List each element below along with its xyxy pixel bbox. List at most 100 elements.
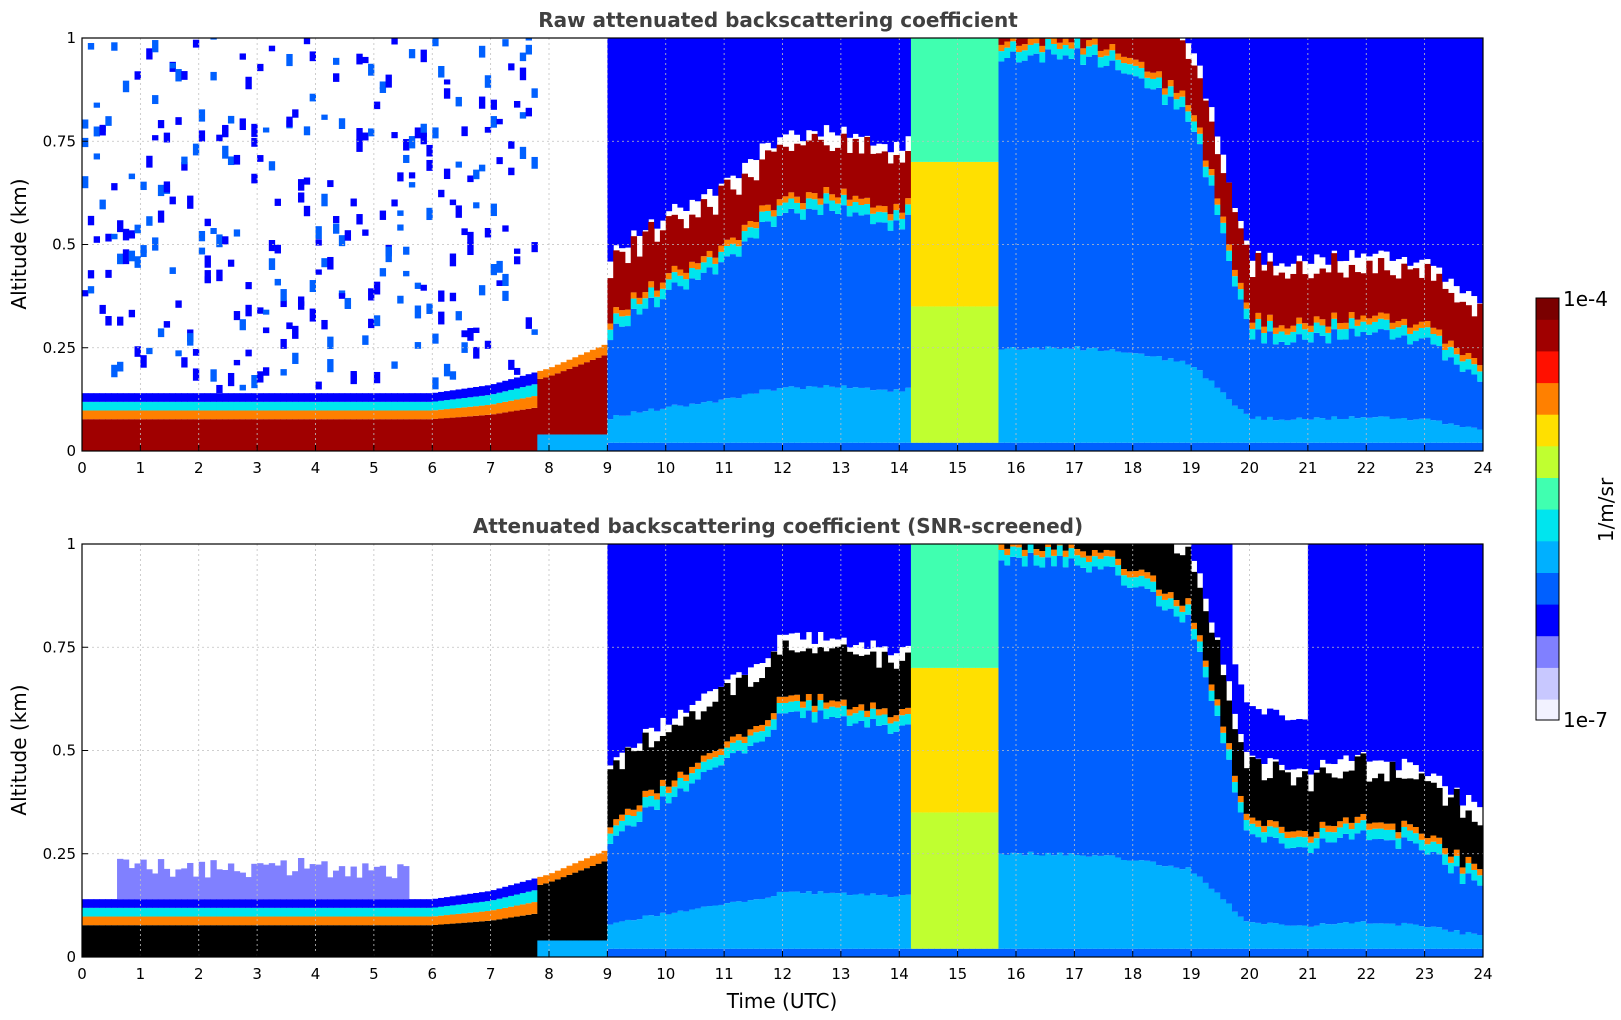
heatmap-cell — [764, 897, 772, 949]
heatmap-cell — [122, 393, 130, 402]
heatmap-cell — [729, 695, 737, 737]
heatmap-cell — [747, 393, 754, 443]
heatmap-cell — [1272, 827, 1280, 838]
heatmap-cell — [1447, 340, 1455, 347]
colorbar-step — [1536, 403, 1559, 415]
heatmap-cell — [975, 948, 982, 957]
heatmap-cell — [624, 315, 632, 327]
heatmap-cell — [204, 899, 211, 908]
heatmap-cell — [1051, 43, 1058, 55]
heatmap-cell — [1366, 829, 1373, 841]
heatmap-cell — [1243, 413, 1250, 443]
heatmap-cell — [881, 151, 889, 207]
heatmap-cell — [572, 872, 579, 941]
heatmap-cell — [1412, 341, 1420, 420]
heatmap-cell — [665, 786, 673, 793]
heatmap-cell — [642, 292, 649, 299]
heatmap-cell — [770, 651, 778, 714]
heatmap-cell — [222, 899, 229, 908]
heatmap-cell — [385, 393, 392, 402]
heatmap-cell — [467, 242, 474, 256]
heatmap-cell — [992, 544, 999, 668]
heatmap-cell — [128, 309, 136, 318]
heatmap-cell — [741, 743, 748, 754]
heatmap-cell — [496, 118, 503, 125]
heatmap-cell — [1144, 544, 1151, 573]
heatmap-cell — [630, 411, 638, 443]
heatmap-cell — [257, 63, 264, 72]
heatmap-cell — [467, 893, 474, 904]
heatmap-cell — [117, 253, 124, 265]
heatmap-cell — [887, 948, 894, 957]
heatmap-cell — [671, 38, 678, 204]
heatmap-cell — [677, 544, 684, 710]
heatmap-cell — [286, 116, 293, 127]
heatmap-cell — [764, 38, 772, 143]
heatmap-cell — [216, 393, 223, 402]
heatmap-cell — [613, 415, 620, 443]
heatmap-cell — [1115, 544, 1122, 559]
heatmap-cell — [321, 410, 328, 420]
heatmap-cell — [1272, 420, 1280, 443]
heatmap-cell — [432, 410, 439, 419]
heatmap-cell — [373, 393, 381, 402]
heatmap-cell — [455, 417, 462, 451]
heatmap-cell — [1372, 923, 1379, 949]
heatmap-cell — [706, 206, 713, 251]
heatmap-cell — [397, 925, 404, 957]
heatmap-cell — [1255, 826, 1262, 838]
heatmap-cell — [554, 434, 562, 451]
heatmap-cell — [1307, 419, 1315, 443]
heatmap-cell — [706, 753, 713, 760]
heatmap-cell — [905, 652, 912, 708]
heatmap-cell — [198, 130, 206, 142]
heatmap-cell — [764, 726, 772, 737]
heatmap-cell — [1214, 892, 1221, 949]
heatmap-cell — [181, 393, 188, 402]
heatmap-cell — [572, 940, 579, 957]
heatmap-cell — [461, 388, 468, 398]
heatmap-cell — [881, 222, 889, 390]
heatmap-cell — [1471, 427, 1478, 443]
heatmap-cell — [1255, 759, 1262, 821]
heatmap-cell — [1302, 329, 1309, 340]
heatmap-cell — [262, 393, 270, 402]
heatmap-cell — [858, 544, 865, 643]
heatmap-cell — [227, 899, 235, 908]
heatmap-cell — [770, 216, 778, 227]
heatmap-cell — [111, 899, 118, 908]
heatmap-cell — [1278, 715, 1286, 765]
heatmap-cell — [432, 401, 439, 411]
heatmap-cell — [274, 401, 281, 411]
heatmap-cell — [1366, 840, 1373, 924]
heatmap-cell — [1086, 38, 1093, 41]
heatmap-cell — [712, 701, 719, 751]
heatmap-cell — [747, 442, 754, 451]
heatmap-cell — [1179, 948, 1186, 957]
heatmap-cell — [607, 833, 614, 844]
heatmap-cell — [1202, 544, 1210, 599]
heatmap-cell — [852, 713, 859, 724]
heatmap-cell — [741, 442, 748, 451]
heatmap-cell — [1208, 121, 1215, 170]
heatmap-cell — [122, 899, 130, 908]
heatmap-cell — [905, 204, 912, 215]
heatmap-cell — [1424, 263, 1431, 322]
heatmap-cell — [945, 544, 953, 668]
heatmap-cell — [356, 128, 363, 141]
heatmap-cell — [1255, 837, 1262, 923]
heatmap-cell — [1389, 322, 1396, 330]
heatmap-cell — [1348, 38, 1356, 251]
heatmap-cell — [222, 419, 229, 451]
heatmap-cell — [1366, 923, 1373, 949]
heatmap-cell — [753, 742, 760, 900]
heatmap-cell — [1021, 544, 1029, 550]
heatmap-cell — [875, 222, 883, 390]
heatmap-cell — [1354, 418, 1361, 443]
heatmap-cell — [1004, 948, 1011, 957]
heatmap-cell — [146, 899, 153, 908]
heatmap-cell — [169, 401, 176, 411]
heatmap-cell — [759, 442, 766, 451]
heatmap-cell — [654, 948, 661, 957]
heatmap-cell — [1471, 880, 1478, 934]
